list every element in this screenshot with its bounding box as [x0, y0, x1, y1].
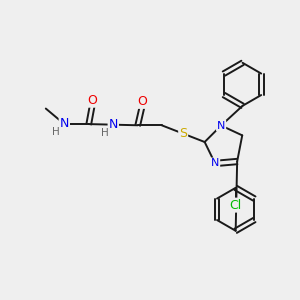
Text: S: S: [179, 127, 187, 140]
Text: H: H: [101, 128, 109, 138]
Text: O: O: [87, 94, 97, 107]
Text: N: N: [109, 118, 118, 130]
Text: N: N: [60, 117, 69, 130]
Text: O: O: [137, 95, 147, 108]
Text: N: N: [211, 158, 219, 168]
Text: N: N: [217, 121, 225, 130]
Text: H: H: [52, 128, 60, 137]
Text: Cl: Cl: [230, 199, 242, 212]
